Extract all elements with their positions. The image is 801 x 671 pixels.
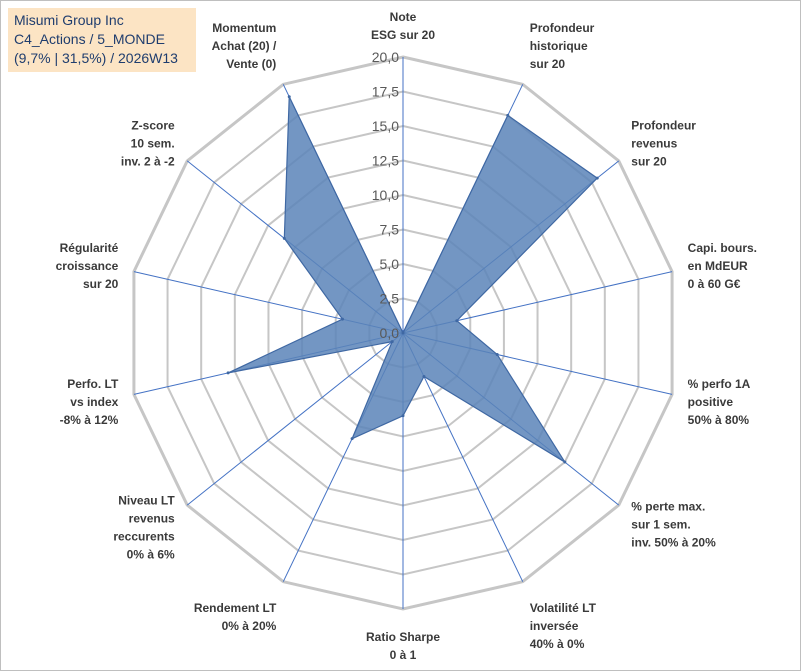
tick-label: 12,5	[372, 153, 399, 169]
axis-label-line: ESG sur 20	[371, 28, 435, 42]
data-point	[226, 371, 230, 375]
company-name: Misumi Group Inc	[14, 12, 124, 28]
data-point	[282, 236, 286, 240]
axis-label-line: Niveau LT	[118, 493, 175, 507]
axis-label: Niveau LT revenus reccurents 0% à 6%	[113, 493, 175, 561]
data-point	[506, 113, 510, 117]
axis-label-line: Z-score	[131, 119, 175, 133]
tick-label: 20,0	[372, 49, 399, 65]
axis-label-line: % perte max.	[631, 499, 705, 513]
axis-label: Ratio Sharpe 0 à 1	[366, 630, 440, 662]
axis-label-line: 0 à 60 G€	[688, 277, 741, 291]
axis-label-line: Volatilité LT	[530, 601, 597, 615]
axis-label: Capi. bours. en MdEUR 0 à 60 G€	[688, 241, 757, 291]
radial-tick-labels: 0,0 2,5 5,0 7,5 10,0 12,5 15,0 17,5 20,0	[372, 49, 399, 341]
axis-label-line: sur 20	[631, 155, 667, 169]
axis-label-line: inv. 2 à -2	[121, 155, 175, 169]
axis-label-line: inversée	[530, 619, 579, 633]
axis-label-line: 0% à 6%	[127, 547, 175, 561]
axis-label-line: 0 à 1	[390, 648, 417, 662]
axis-label-line: sur 20	[83, 277, 119, 291]
axis-label-line: sur 20	[530, 57, 566, 71]
data-point	[350, 437, 354, 441]
data-point	[340, 317, 344, 321]
axis-labels: Note ESG sur 20 Profondeur historique sur 20…	[56, 10, 757, 662]
data-point	[401, 331, 405, 335]
axis-label-line: Momentum	[212, 21, 276, 35]
radar-series	[226, 95, 599, 464]
axis-label-line: Achat (20) /	[212, 39, 277, 53]
data-point	[455, 319, 459, 323]
axis-label-line: revenus	[631, 137, 677, 151]
axis-label-line: positive	[688, 395, 734, 409]
axis-label: Profondeur revenus sur 20	[631, 119, 696, 169]
data-point	[495, 352, 499, 356]
axis-label-line: Régularité	[60, 241, 119, 255]
axis-label-line: 50% à 80%	[688, 413, 750, 427]
axis-label-line: en MdEUR	[688, 259, 748, 273]
axis-label: Note ESG sur 20	[371, 10, 435, 42]
axis-label-line: Vente (0)	[226, 57, 276, 71]
axis-label-line: inv. 50% à 20%	[631, 535, 716, 549]
portfolio-stats: (9,7% | 31,5%) / 2026W13	[14, 50, 178, 66]
axis-label: Perfo. LT vs index -8% à 12%	[60, 377, 119, 427]
axis-label-line: revenus	[129, 511, 175, 525]
tick-label: 2,5	[380, 291, 400, 307]
data-point	[422, 375, 426, 379]
axis-label: Volatilité LT inversée 40% à 0%	[530, 601, 597, 651]
axis-label-line: sur 1 sem.	[631, 517, 690, 531]
axis-label: Profondeur historique sur 20	[530, 21, 595, 71]
tick-label: 15,0	[372, 118, 399, 134]
axis-label-line: % perfo 1A	[688, 377, 751, 391]
portfolio-path: C4_Actions / 5_MONDE	[14, 31, 165, 47]
axis-label: % perfo 1A positive 50% à 80%	[688, 377, 751, 427]
axis-label-line: Profondeur	[631, 119, 696, 133]
data-point	[287, 95, 291, 99]
data-point	[401, 414, 405, 418]
series-area	[227, 96, 599, 463]
axis-label-line: 0% à 20%	[222, 619, 277, 633]
axis-label: Rendement LT 0% à 20%	[194, 601, 277, 633]
axis-label-line: -8% à 12%	[60, 413, 119, 427]
axis-label-line: Rendement LT	[194, 601, 277, 615]
axis-label: Momentum Achat (20) / Vente (0)	[212, 21, 277, 71]
tick-label: 7,5	[380, 222, 400, 238]
data-point	[563, 460, 567, 464]
axis-label-line: Note	[390, 10, 417, 24]
tick-label: 0,0	[380, 325, 400, 341]
tick-label: 10,0	[372, 187, 399, 203]
axis-label-line: Profondeur	[530, 21, 595, 35]
axis-spoke	[186, 332, 404, 506]
axis-label-line: Perfo. LT	[67, 377, 119, 391]
axis-label-line: reccurents	[113, 529, 175, 543]
tick-label: 5,0	[380, 256, 400, 272]
axis-label-line: Ratio Sharpe	[366, 630, 440, 644]
axis-label-line: 10 sem.	[131, 137, 175, 151]
axis-label: Régularité croissance sur 20	[56, 241, 119, 291]
axis-label-line: 40% à 0%	[530, 637, 585, 651]
chart-title-box: Misumi Group Inc C4_Actions / 5_MONDE (9…	[8, 8, 196, 72]
axis-label-line: croissance	[56, 259, 119, 273]
axis-label-line: vs index	[70, 395, 118, 409]
axis-label-line: Capi. bours.	[688, 241, 757, 255]
data-point	[595, 176, 599, 180]
axis-label: Z-score 10 sem. inv. 2 à -2	[121, 119, 175, 169]
axis-label-line: historique	[530, 39, 588, 53]
axis-label: % perte max. sur 1 sem. inv. 50% à 20%	[631, 499, 716, 549]
tick-label: 17,5	[372, 84, 399, 100]
data-point	[390, 340, 394, 344]
